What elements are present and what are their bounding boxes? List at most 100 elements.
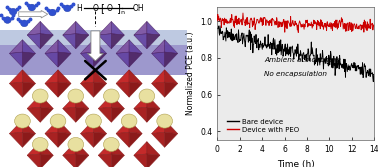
Polygon shape <box>98 142 112 155</box>
Polygon shape <box>134 142 147 155</box>
Polygon shape <box>58 52 71 67</box>
Polygon shape <box>63 34 76 49</box>
Polygon shape <box>63 154 76 167</box>
Polygon shape <box>81 132 93 147</box>
Polygon shape <box>63 95 76 109</box>
Polygon shape <box>98 107 112 122</box>
Polygon shape <box>93 40 107 53</box>
Polygon shape <box>27 34 40 49</box>
Polygon shape <box>165 52 178 67</box>
Polygon shape <box>40 142 53 155</box>
Polygon shape <box>9 82 22 97</box>
Polygon shape <box>152 120 165 134</box>
Polygon shape <box>147 142 160 155</box>
Polygon shape <box>165 40 178 53</box>
Polygon shape <box>116 40 129 53</box>
Polygon shape <box>112 34 124 49</box>
Circle shape <box>49 9 56 16</box>
Polygon shape <box>81 82 93 97</box>
Polygon shape <box>27 107 40 122</box>
Polygon shape <box>45 120 58 134</box>
Circle shape <box>50 114 66 128</box>
Polygon shape <box>112 95 124 109</box>
Circle shape <box>28 4 36 11</box>
Text: O: O <box>93 4 98 13</box>
Polygon shape <box>152 132 165 147</box>
Polygon shape <box>129 52 142 67</box>
Polygon shape <box>134 154 147 167</box>
Text: [: [ <box>100 3 104 13</box>
Circle shape <box>86 114 101 128</box>
Circle shape <box>139 89 155 103</box>
Polygon shape <box>134 21 147 35</box>
Polygon shape <box>98 154 112 167</box>
Text: O: O <box>107 4 112 13</box>
Polygon shape <box>76 154 89 167</box>
Polygon shape <box>152 70 165 84</box>
Circle shape <box>121 114 137 128</box>
Polygon shape <box>134 34 147 49</box>
Circle shape <box>104 137 119 151</box>
Polygon shape <box>22 52 36 67</box>
Polygon shape <box>22 82 36 97</box>
Polygon shape <box>45 70 58 84</box>
Polygon shape <box>93 82 107 97</box>
Polygon shape <box>112 107 124 122</box>
Polygon shape <box>58 120 71 134</box>
Polygon shape <box>165 120 178 134</box>
Text: n: n <box>121 10 125 15</box>
Polygon shape <box>9 132 22 147</box>
Polygon shape <box>9 52 22 67</box>
Polygon shape <box>93 52 107 67</box>
Polygon shape <box>112 154 124 167</box>
Polygon shape <box>76 142 89 155</box>
Polygon shape <box>81 52 93 67</box>
Polygon shape <box>129 132 142 147</box>
Polygon shape <box>129 120 142 134</box>
Circle shape <box>9 8 17 15</box>
Polygon shape <box>147 21 160 35</box>
Polygon shape <box>27 142 40 155</box>
Circle shape <box>64 5 71 12</box>
Polygon shape <box>116 70 129 84</box>
Circle shape <box>157 114 172 128</box>
Polygon shape <box>22 70 36 84</box>
Polygon shape <box>22 120 36 134</box>
Polygon shape <box>147 107 160 122</box>
Polygon shape <box>98 95 112 109</box>
Polygon shape <box>40 154 53 167</box>
FancyArrow shape <box>87 31 103 61</box>
Polygon shape <box>27 95 40 109</box>
Legend: Bare device, Device with PEO: Bare device, Device with PEO <box>224 116 302 135</box>
Polygon shape <box>116 120 129 134</box>
Polygon shape <box>63 142 76 155</box>
Polygon shape <box>40 95 53 109</box>
Polygon shape <box>58 132 71 147</box>
Polygon shape <box>152 82 165 97</box>
Polygon shape <box>9 40 22 53</box>
Polygon shape <box>93 132 107 147</box>
Polygon shape <box>22 132 36 147</box>
Polygon shape <box>45 40 58 53</box>
Polygon shape <box>76 95 89 109</box>
Polygon shape <box>22 40 36 53</box>
Polygon shape <box>93 70 107 84</box>
Polygon shape <box>81 40 93 53</box>
Polygon shape <box>40 21 53 35</box>
Circle shape <box>33 89 48 103</box>
Polygon shape <box>116 52 129 67</box>
Polygon shape <box>152 52 165 67</box>
Text: ]: ] <box>116 3 120 13</box>
Text: H: H <box>77 4 82 13</box>
Polygon shape <box>58 82 71 97</box>
Circle shape <box>15 114 30 128</box>
Polygon shape <box>116 82 129 97</box>
Text: No encapsulation: No encapsulation <box>265 70 327 76</box>
Polygon shape <box>9 120 22 134</box>
Polygon shape <box>45 132 58 147</box>
Polygon shape <box>40 107 53 122</box>
Polygon shape <box>93 120 107 134</box>
Polygon shape <box>58 70 71 84</box>
Polygon shape <box>45 82 58 97</box>
Polygon shape <box>147 34 160 49</box>
